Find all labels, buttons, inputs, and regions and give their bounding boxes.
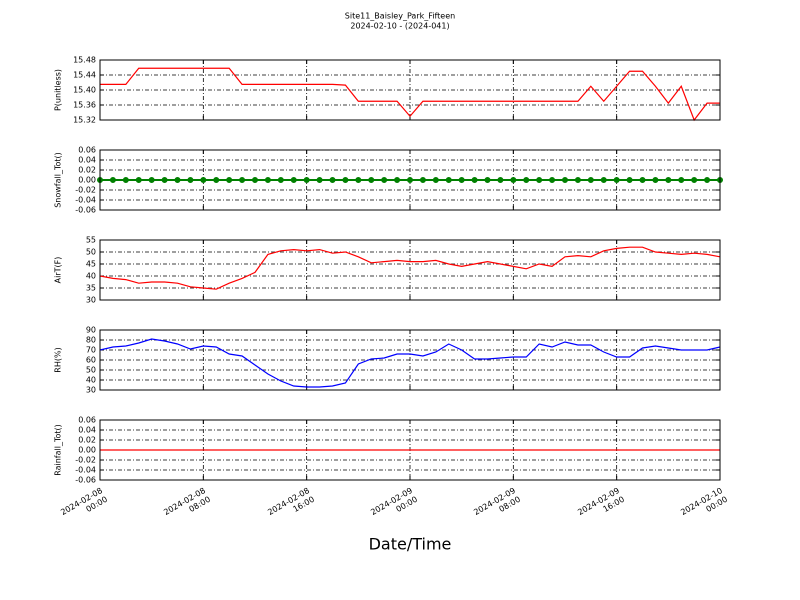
y-tick-label: 15.32: [73, 116, 96, 125]
data-point: [368, 177, 375, 183]
plot-frame: [99, 59, 721, 121]
y-tick-label: 50: [86, 366, 96, 375]
y-tick-label: 60: [86, 356, 96, 365]
chart-subtitle: 2024-02-10 - (2024-041): [350, 22, 449, 31]
data-line: [100, 67, 720, 122]
y-tick-label: -0.02: [75, 456, 96, 465]
data-point: [394, 177, 401, 183]
y-tick-label: 80: [86, 336, 96, 345]
y-tick-label: 0.04: [78, 426, 96, 435]
data-point: [290, 177, 297, 183]
data-point: [316, 177, 323, 183]
y-tick-label: 0.04: [78, 156, 96, 165]
plot-frame: [99, 419, 721, 481]
data-point: [613, 177, 620, 183]
data-point: [678, 177, 685, 183]
data-point: [264, 177, 271, 183]
y-axis-label: AirT(F): [54, 257, 63, 284]
y-tick-label: 15.48: [73, 56, 96, 65]
plot-frame: [99, 329, 721, 391]
data-point: [200, 177, 207, 183]
data-point: [484, 177, 491, 183]
data-point: [652, 177, 659, 183]
data-point: [122, 177, 129, 183]
plot-frame: [99, 149, 721, 211]
y-tick-label: 30: [86, 296, 96, 305]
y-axis-label: Snowfall_Tot(): [54, 152, 63, 208]
data-point: [213, 177, 220, 183]
data-point: [445, 177, 452, 183]
data-line: [99, 338, 721, 388]
data-point: [665, 177, 672, 183]
data-point: [329, 177, 336, 183]
data-point: [135, 177, 142, 183]
y-tick-label: 45: [86, 260, 96, 269]
y-axis-label: Rainfall_Tot(): [54, 424, 63, 476]
data-point: [497, 177, 504, 183]
y-tick-label: 70: [86, 346, 96, 355]
y-tick-label: 15.44: [73, 71, 96, 80]
y-tick-label: -0.02: [75, 186, 96, 195]
data-point: [562, 177, 568, 183]
y-tick-label: 0.00: [78, 446, 96, 455]
data-point: [381, 177, 388, 183]
y-tick-label: 0.02: [78, 166, 96, 175]
data-point: [407, 177, 413, 183]
data-point: [471, 177, 478, 183]
y-tick-label: 55: [86, 236, 96, 245]
data-line: [99, 246, 721, 290]
data-point: [704, 177, 711, 183]
y-tick-label: 15.40: [73, 86, 96, 95]
y-tick-label: 40: [86, 272, 96, 281]
data-point: [277, 177, 284, 183]
y-tick-label: -0.04: [75, 196, 96, 205]
data-point: [587, 177, 594, 183]
y-tick-label: 30: [86, 386, 96, 395]
data-point: [419, 177, 426, 183]
y-tick-label: -0.06: [75, 476, 96, 485]
data-point: [574, 177, 581, 183]
data-point: [148, 177, 155, 183]
data-point: [639, 177, 646, 183]
data-point: [252, 177, 258, 183]
y-axis-label: RH(%): [54, 347, 63, 372]
y-tick-label: -0.04: [75, 466, 96, 475]
data-point: [187, 177, 194, 183]
y-tick-label: 0.06: [78, 146, 96, 155]
y-axis-label: P(unitless): [54, 69, 63, 111]
data-point: [510, 177, 517, 183]
y-tick-label: 15.36: [73, 101, 96, 110]
data-point: [691, 177, 698, 183]
data-point: [536, 177, 543, 183]
data-point: [600, 177, 607, 183]
data-point: [226, 177, 233, 183]
data-point: [109, 177, 116, 183]
data-point: [355, 177, 362, 183]
data-point: [303, 177, 310, 183]
y-tick-label: 0.00: [78, 176, 96, 185]
y-tick-label: 90: [86, 326, 96, 335]
plot-frame: [99, 239, 721, 301]
data-point: [432, 177, 439, 183]
chart-title: Site11_Baisley_Park_Fifteen: [345, 12, 455, 21]
y-tick-label: 40: [86, 376, 96, 385]
data-point: [239, 177, 246, 183]
data-point: [342, 177, 349, 183]
data-point: [626, 177, 633, 183]
y-tick-label: -0.06: [75, 206, 96, 215]
data-point: [458, 177, 465, 183]
y-tick-label: 0.06: [78, 416, 96, 425]
data-point: [523, 177, 530, 183]
y-tick-label: 35: [86, 284, 96, 293]
y-tick-label: 0.02: [78, 436, 96, 445]
y-tick-label: 50: [86, 248, 96, 257]
data-point: [174, 177, 181, 183]
x-axis-label: Date/Time: [369, 535, 452, 554]
data-point: [549, 177, 556, 183]
data-point: [161, 177, 168, 183]
